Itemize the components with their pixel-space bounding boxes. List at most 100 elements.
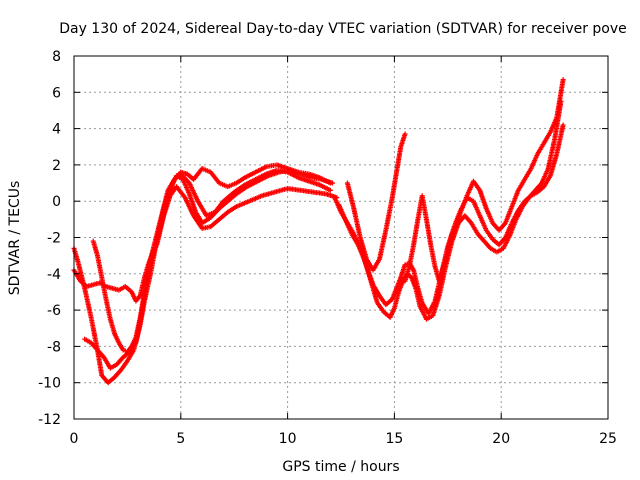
data-point — [82, 285, 88, 291]
data-point — [494, 249, 500, 255]
data-point — [233, 191, 239, 197]
data-point — [199, 166, 205, 172]
data-point — [242, 175, 248, 181]
data-point — [274, 162, 280, 168]
data-point — [389, 296, 395, 302]
data-point — [186, 191, 192, 197]
data-point — [355, 242, 361, 248]
data-point — [272, 189, 278, 195]
y-tick-label: -6 — [47, 303, 61, 319]
data-point — [432, 264, 438, 270]
data-point — [159, 213, 165, 219]
data-point — [152, 238, 158, 244]
data-point — [225, 184, 231, 190]
data-point — [368, 278, 374, 284]
data-point — [208, 224, 214, 230]
data-point — [423, 216, 429, 222]
data-point — [336, 202, 342, 208]
data-point — [216, 205, 222, 211]
data-point — [451, 227, 457, 233]
data-point — [496, 242, 502, 248]
data-point — [101, 354, 107, 360]
data-point — [133, 298, 139, 304]
x-tick-label: 10 — [279, 431, 297, 447]
data-point — [423, 316, 429, 322]
data-point — [502, 220, 508, 226]
data-point — [244, 184, 250, 190]
data-point — [75, 260, 81, 266]
data-point — [295, 169, 301, 175]
data-point — [398, 144, 404, 150]
y-tick-label: 6 — [52, 85, 61, 101]
data-point — [184, 171, 190, 177]
data-point — [344, 180, 350, 186]
data-point — [109, 285, 115, 291]
data-point — [554, 115, 560, 121]
data-point — [526, 195, 532, 201]
data-point — [112, 331, 118, 337]
data-point — [428, 242, 434, 248]
data-point — [532, 187, 538, 193]
y-tick-label: -10 — [38, 376, 61, 392]
data-point — [327, 180, 333, 186]
data-point — [406, 264, 412, 270]
data-point — [255, 178, 261, 184]
data-point — [394, 169, 400, 175]
data-point — [141, 289, 147, 295]
series-track-7 — [345, 133, 408, 272]
data-point — [208, 169, 214, 175]
data-point — [430, 313, 436, 319]
data-point — [174, 184, 180, 190]
y-tick-label: 8 — [52, 49, 61, 65]
data-point — [332, 195, 338, 201]
data-point — [500, 245, 506, 251]
data-point — [470, 198, 476, 204]
data-point — [107, 316, 113, 322]
data-point — [490, 236, 496, 242]
data-point — [118, 367, 124, 373]
data-point — [547, 173, 553, 179]
data-point — [528, 166, 534, 172]
data-point — [317, 182, 323, 188]
series-track-3 — [83, 168, 334, 370]
data-point — [398, 274, 404, 280]
data-point — [520, 204, 526, 210]
data-point — [436, 278, 442, 284]
data-point — [370, 267, 376, 273]
data-point — [464, 193, 470, 199]
data-point — [349, 231, 355, 237]
data-point — [389, 195, 395, 201]
data-point — [105, 380, 111, 386]
data-point — [99, 274, 105, 280]
data-point — [120, 354, 126, 360]
data-point — [82, 336, 88, 342]
data-point — [411, 242, 417, 248]
data-point — [364, 256, 370, 262]
data-point — [396, 289, 402, 295]
data-point — [445, 245, 451, 251]
data-point — [509, 204, 515, 210]
data-point — [195, 198, 201, 204]
data-point — [265, 173, 271, 179]
data-point — [462, 213, 468, 219]
y-tick-label: 0 — [52, 194, 61, 210]
data-point — [475, 231, 481, 237]
data-point — [535, 151, 541, 157]
data-point — [387, 314, 393, 320]
data-point — [122, 284, 128, 290]
data-point — [402, 278, 408, 284]
data-point — [186, 180, 192, 186]
data-point — [129, 289, 135, 295]
data-point — [94, 347, 100, 353]
data-point — [374, 300, 380, 306]
data-point — [381, 309, 387, 315]
data-point — [165, 187, 171, 193]
data-point — [483, 227, 489, 233]
data-point — [458, 209, 464, 215]
data-point — [383, 302, 389, 308]
data-point — [488, 245, 494, 251]
data-point — [253, 169, 259, 175]
data-point — [419, 193, 425, 199]
data-point — [560, 122, 566, 128]
